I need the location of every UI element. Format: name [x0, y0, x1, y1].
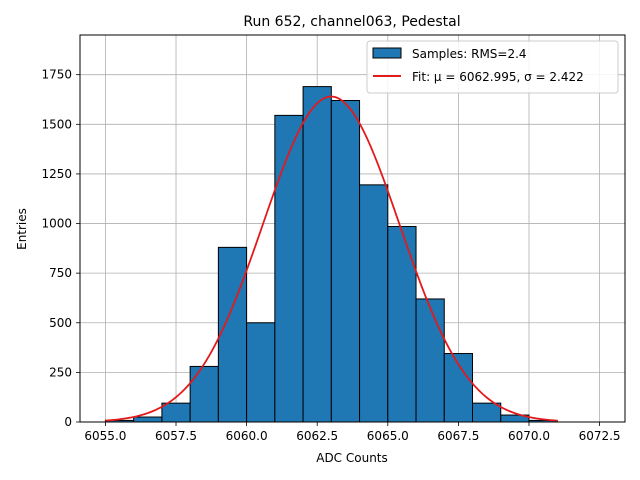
y-tick-label: 1000	[41, 217, 72, 231]
histogram-bar	[359, 184, 389, 423]
histogram-bar	[189, 365, 219, 423]
legend-label-histogram: Samples: RMS=2.4	[412, 47, 527, 61]
x-tick-label: 6067.5	[437, 429, 479, 443]
fit-curve-group	[105, 95, 558, 422]
x-tick-label: 6065.0	[367, 429, 409, 443]
histogram-bar	[161, 402, 191, 423]
y-tick-label: 1500	[41, 117, 72, 131]
plot-frame	[79, 34, 626, 423]
legend-box	[366, 40, 619, 94]
histogram-bar	[415, 298, 445, 423]
x-tick-label: 6070.0	[508, 429, 550, 443]
y-axis-ticks: 0 250 500 750 1000 1250 1500 1750	[41, 68, 80, 429]
histogram-bar	[274, 114, 304, 423]
x-tick-label: 6057.5	[155, 429, 197, 443]
fit-curve	[105, 95, 558, 422]
x-tick-label: 6062.5	[296, 429, 338, 443]
histogram-bar	[302, 86, 332, 423]
y-tick-label: 500	[49, 316, 72, 330]
y-tick-label: 750	[49, 266, 72, 280]
histogram-bars	[104, 86, 558, 423]
histogram-bar	[133, 416, 163, 423]
y-axis-label: Entries	[15, 208, 29, 250]
x-axis-ticks: 6055.0 6057.5 6060.0 6062.5 6065.0 6067.5 6070…	[84, 422, 621, 443]
legend: Samples: RMS=2.4 Fit: μ = 6062.995, σ = …	[366, 40, 619, 94]
histogram-bar	[472, 402, 502, 423]
legend-label-fit: Fit: μ = 6062.995, σ = 2.422	[412, 70, 584, 84]
histogram-bar	[246, 322, 276, 423]
x-axis-label: ADC Counts	[316, 451, 388, 465]
histogram-bar	[330, 99, 361, 423]
x-tick-label: 6060.0	[226, 429, 268, 443]
chart-title: Run 652, channel063, Pedestal	[243, 14, 460, 30]
y-tick-label: 0	[64, 415, 72, 429]
y-tick-label: 250	[49, 365, 72, 379]
legend-swatch-histogram	[372, 47, 402, 59]
histogram-bar	[387, 226, 417, 423]
y-tick-label: 1250	[41, 167, 72, 181]
x-tick-label: 6072.5	[579, 429, 621, 443]
y-tick-label: 1750	[41, 68, 72, 82]
histogram-bar	[217, 246, 248, 423]
x-tick-label: 6055.0	[84, 429, 126, 443]
